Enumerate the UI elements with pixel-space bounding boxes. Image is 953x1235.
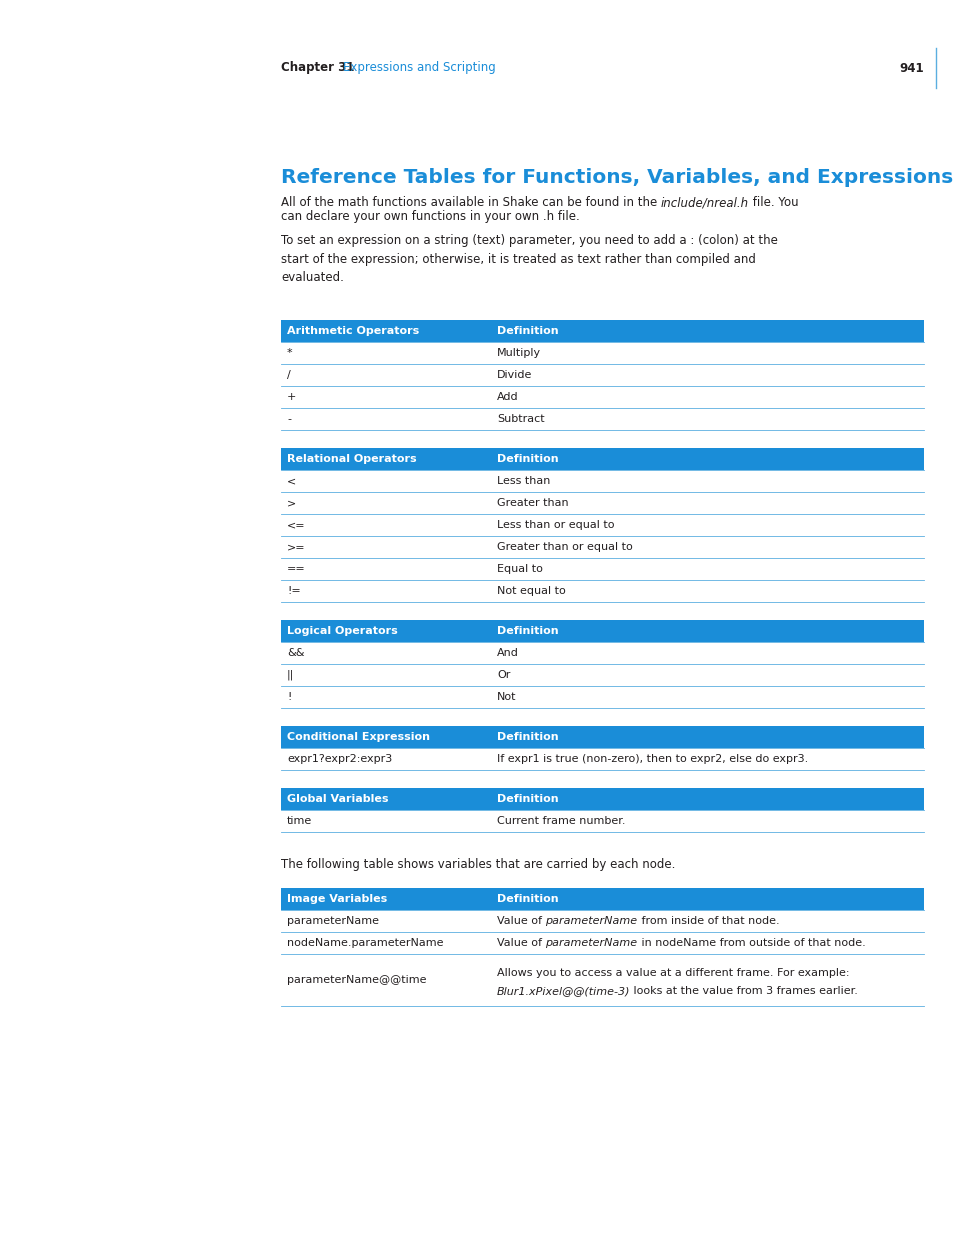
Text: Not equal to: Not equal to: [497, 585, 565, 597]
Text: Definition: Definition: [497, 626, 558, 636]
Text: Relational Operators: Relational Operators: [287, 454, 416, 464]
Bar: [281, 448, 923, 471]
Text: Allows you to access a value at a different frame. For example:: Allows you to access a value at a differ…: [497, 968, 848, 978]
Text: Definition: Definition: [497, 732, 558, 742]
Text: Chapter 31: Chapter 31: [281, 62, 354, 74]
Text: expr1?expr2:expr3: expr1?expr2:expr3: [287, 755, 392, 764]
Text: file. You: file. You: [748, 196, 798, 209]
Text: If expr1 is true (non-zero), then to expr2, else do expr3.: If expr1 is true (non-zero), then to exp…: [497, 755, 807, 764]
Text: Conditional Expression: Conditional Expression: [287, 732, 430, 742]
Text: ||: ||: [287, 669, 294, 680]
Text: Global Variables: Global Variables: [287, 794, 388, 804]
Text: time: time: [287, 816, 312, 826]
Text: +: +: [287, 391, 296, 403]
Text: Logical Operators: Logical Operators: [287, 626, 397, 636]
Text: Less than or equal to: Less than or equal to: [497, 520, 614, 530]
Bar: [281, 320, 923, 342]
Text: Definition: Definition: [497, 326, 558, 336]
Text: *: *: [287, 348, 293, 358]
Text: Subtract: Subtract: [497, 414, 544, 424]
Text: >=: >=: [287, 542, 305, 552]
Text: in nodeName from outside of that node.: in nodeName from outside of that node.: [637, 939, 864, 948]
Text: Not: Not: [497, 692, 516, 701]
Text: Greater than: Greater than: [497, 498, 568, 508]
Text: parameterName@@time: parameterName@@time: [287, 974, 426, 986]
Text: >: >: [287, 498, 296, 508]
Bar: [281, 620, 923, 642]
Text: To set an expression on a string (text) parameter, you need to add a : (colon) a: To set an expression on a string (text) …: [281, 233, 777, 284]
Text: !=: !=: [287, 585, 300, 597]
Text: And: And: [497, 648, 518, 658]
Text: !: !: [287, 692, 291, 701]
Text: Definition: Definition: [497, 794, 558, 804]
Text: -: -: [287, 414, 291, 424]
Bar: [281, 888, 923, 910]
Text: Definition: Definition: [497, 454, 558, 464]
Text: Add: Add: [497, 391, 518, 403]
Text: Image Variables: Image Variables: [287, 894, 387, 904]
Text: Or: Or: [497, 671, 510, 680]
Text: nodeName.parameterName: nodeName.parameterName: [287, 939, 443, 948]
Text: Current frame number.: Current frame number.: [497, 816, 625, 826]
Text: All of the math functions available in Shake can be found in the: All of the math functions available in S…: [281, 196, 660, 209]
Text: Equal to: Equal to: [497, 564, 542, 574]
Text: 941: 941: [899, 62, 923, 74]
Text: looks at the value from 3 frames earlier.: looks at the value from 3 frames earlier…: [630, 986, 858, 995]
Text: parameterName: parameterName: [287, 916, 378, 926]
Text: parameterName: parameterName: [545, 939, 637, 948]
Text: Value of: Value of: [497, 939, 545, 948]
Text: Blur1.xPixel@@(time-3): Blur1.xPixel@@(time-3): [497, 986, 630, 995]
Text: Multiply: Multiply: [497, 348, 540, 358]
Text: Value of: Value of: [497, 916, 545, 926]
Text: parameterName: parameterName: [545, 916, 637, 926]
Text: /: /: [287, 370, 291, 380]
Text: <=: <=: [287, 520, 305, 530]
Text: Arithmetic Operators: Arithmetic Operators: [287, 326, 418, 336]
Text: &&: &&: [287, 648, 304, 658]
Text: Less than: Less than: [497, 475, 550, 487]
Text: ==: ==: [287, 564, 305, 574]
Text: from inside of that node.: from inside of that node.: [637, 916, 779, 926]
Text: Definition: Definition: [497, 894, 558, 904]
Text: <: <: [287, 475, 296, 487]
Text: Greater than or equal to: Greater than or equal to: [497, 542, 632, 552]
Text: The following table shows variables that are carried by each node.: The following table shows variables that…: [281, 858, 675, 871]
Bar: [281, 788, 923, 810]
Bar: [281, 726, 923, 748]
Text: include/nreal.h: include/nreal.h: [660, 196, 748, 209]
Text: Divide: Divide: [497, 370, 532, 380]
Text: Expressions and Scripting: Expressions and Scripting: [343, 62, 496, 74]
Text: can declare your own functions in your own .h file.: can declare your own functions in your o…: [281, 210, 579, 224]
Text: Reference Tables for Functions, Variables, and Expressions: Reference Tables for Functions, Variable…: [281, 168, 952, 186]
